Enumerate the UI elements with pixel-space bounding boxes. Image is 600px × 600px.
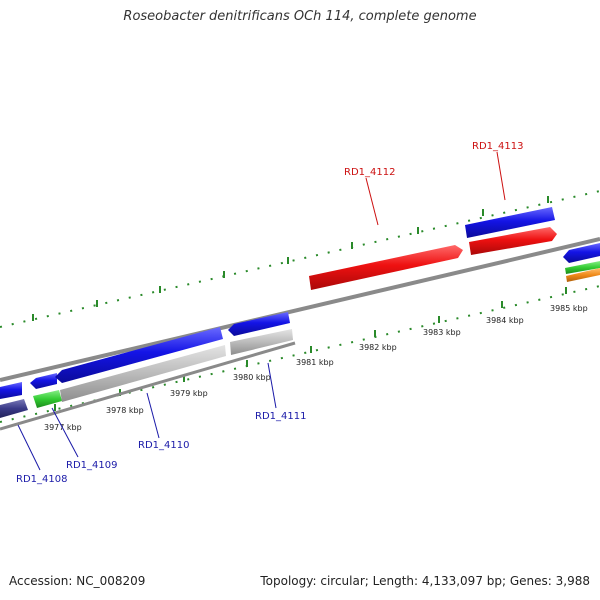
gene-partial-right-green[interactable] bbox=[565, 261, 600, 274]
gene-label-rd1-4111[interactable]: RD1_4111 bbox=[255, 411, 306, 422]
gene-rd1-4113-partner[interactable] bbox=[465, 207, 555, 238]
gene-rd1-4108-feature[interactable] bbox=[0, 399, 28, 418]
ruler-label: 3982 kbp bbox=[359, 343, 397, 352]
gene-rd1-4109-rna[interactable] bbox=[33, 390, 62, 408]
genome-summary: Topology: circular; Length: 4,133,097 bp… bbox=[260, 574, 590, 588]
gene-partial-right-orange[interactable] bbox=[566, 268, 600, 282]
ruler-label: 3983 kbp bbox=[423, 328, 461, 337]
gene-rd1-4109-cds[interactable] bbox=[30, 373, 57, 389]
ruler-labels: 3977 kbp 3978 kbp 3979 kbp 3980 kbp 3981… bbox=[44, 304, 588, 432]
ruler-label: 3980 kbp bbox=[233, 373, 271, 382]
callout-lines bbox=[17, 151, 506, 471]
ruler-label: 3981 kbp bbox=[296, 358, 334, 367]
gene-label-rd1-4112[interactable]: RD1_4112 bbox=[344, 167, 395, 178]
gene-partial-left-blue[interactable] bbox=[0, 382, 22, 399]
gene-partial-right-blue[interactable] bbox=[563, 243, 600, 263]
gene-rd1-4111-cds[interactable] bbox=[228, 312, 290, 336]
gene-label-rd1-4110[interactable]: RD1_4110 bbox=[138, 440, 189, 451]
gene-label-rd1-4108[interactable]: RD1_4108 bbox=[16, 474, 67, 485]
ruler-label: 3984 kbp bbox=[486, 316, 524, 325]
upper-ruler-major-ticks bbox=[32, 196, 549, 321]
accession-label: Accession: NC_008209 bbox=[9, 574, 146, 588]
ruler-label: 3985 kbp bbox=[550, 304, 588, 313]
gene-rd1-4111-feature[interactable] bbox=[230, 329, 293, 355]
gene-label-rd1-4109[interactable]: RD1_4109 bbox=[66, 460, 117, 471]
gene-rd1-4110-cds[interactable] bbox=[55, 327, 223, 383]
genome-backbone bbox=[0, 237, 600, 382]
ruler-label: 3978 kbp bbox=[106, 406, 144, 415]
gene-label-rd1-4113[interactable]: RD1_4113 bbox=[472, 141, 523, 152]
genome-backbone-lower bbox=[0, 341, 296, 431]
gene-rd1-4113-cds[interactable] bbox=[469, 227, 557, 255]
ruler-label: 3979 kbp bbox=[170, 389, 208, 398]
map-title: Roseobacter denitrificans OCh 114, compl… bbox=[123, 9, 477, 24]
gene-rd1-4110-feature[interactable] bbox=[60, 345, 226, 402]
gene-rd1-4112-cds[interactable] bbox=[309, 245, 463, 290]
